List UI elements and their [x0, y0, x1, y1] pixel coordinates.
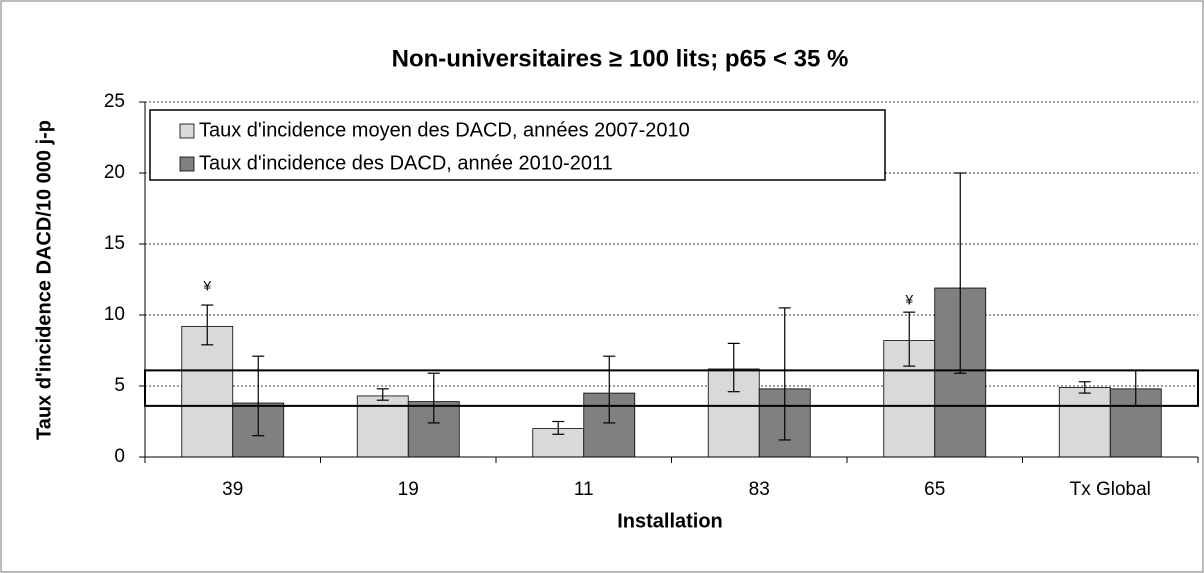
y-tick-label: 10 — [104, 304, 125, 325]
y-tick-label: 5 — [114, 375, 125, 396]
y-tick-label: 20 — [104, 162, 125, 183]
x-axis-label: Installation — [617, 510, 723, 532]
y-axis-label: Taux d'incidence DACD/10 000 j-p — [33, 120, 55, 440]
x-tick-label: 19 — [398, 479, 419, 500]
y-tick-label: 25 — [104, 91, 125, 112]
legend-label: Taux d'incidence moyen des DACD, années … — [199, 119, 690, 141]
bar — [1058, 387, 1111, 458]
y-tick-label: 15 — [104, 233, 125, 254]
legend-swatch — [179, 156, 195, 172]
x-tick-label: Tx Global — [1070, 479, 1151, 500]
x-tick-label: 65 — [924, 479, 945, 500]
bar — [181, 325, 234, 458]
x-tick-label: 11 — [574, 479, 594, 500]
legend-box — [149, 109, 886, 181]
chart-title: Non-universitaires ≥ 100 lits; p65 < 35 … — [392, 45, 849, 72]
annotation: ¥ — [202, 277, 211, 293]
y-tick-label: 0 — [114, 446, 125, 467]
legend-swatch — [179, 123, 195, 139]
x-tick-label: 39 — [222, 479, 243, 500]
x-tick-label: 83 — [749, 479, 770, 500]
annotation: ¥ — [904, 292, 913, 308]
legend-label: Taux d'incidence des DACD, année 2010-20… — [199, 152, 613, 174]
